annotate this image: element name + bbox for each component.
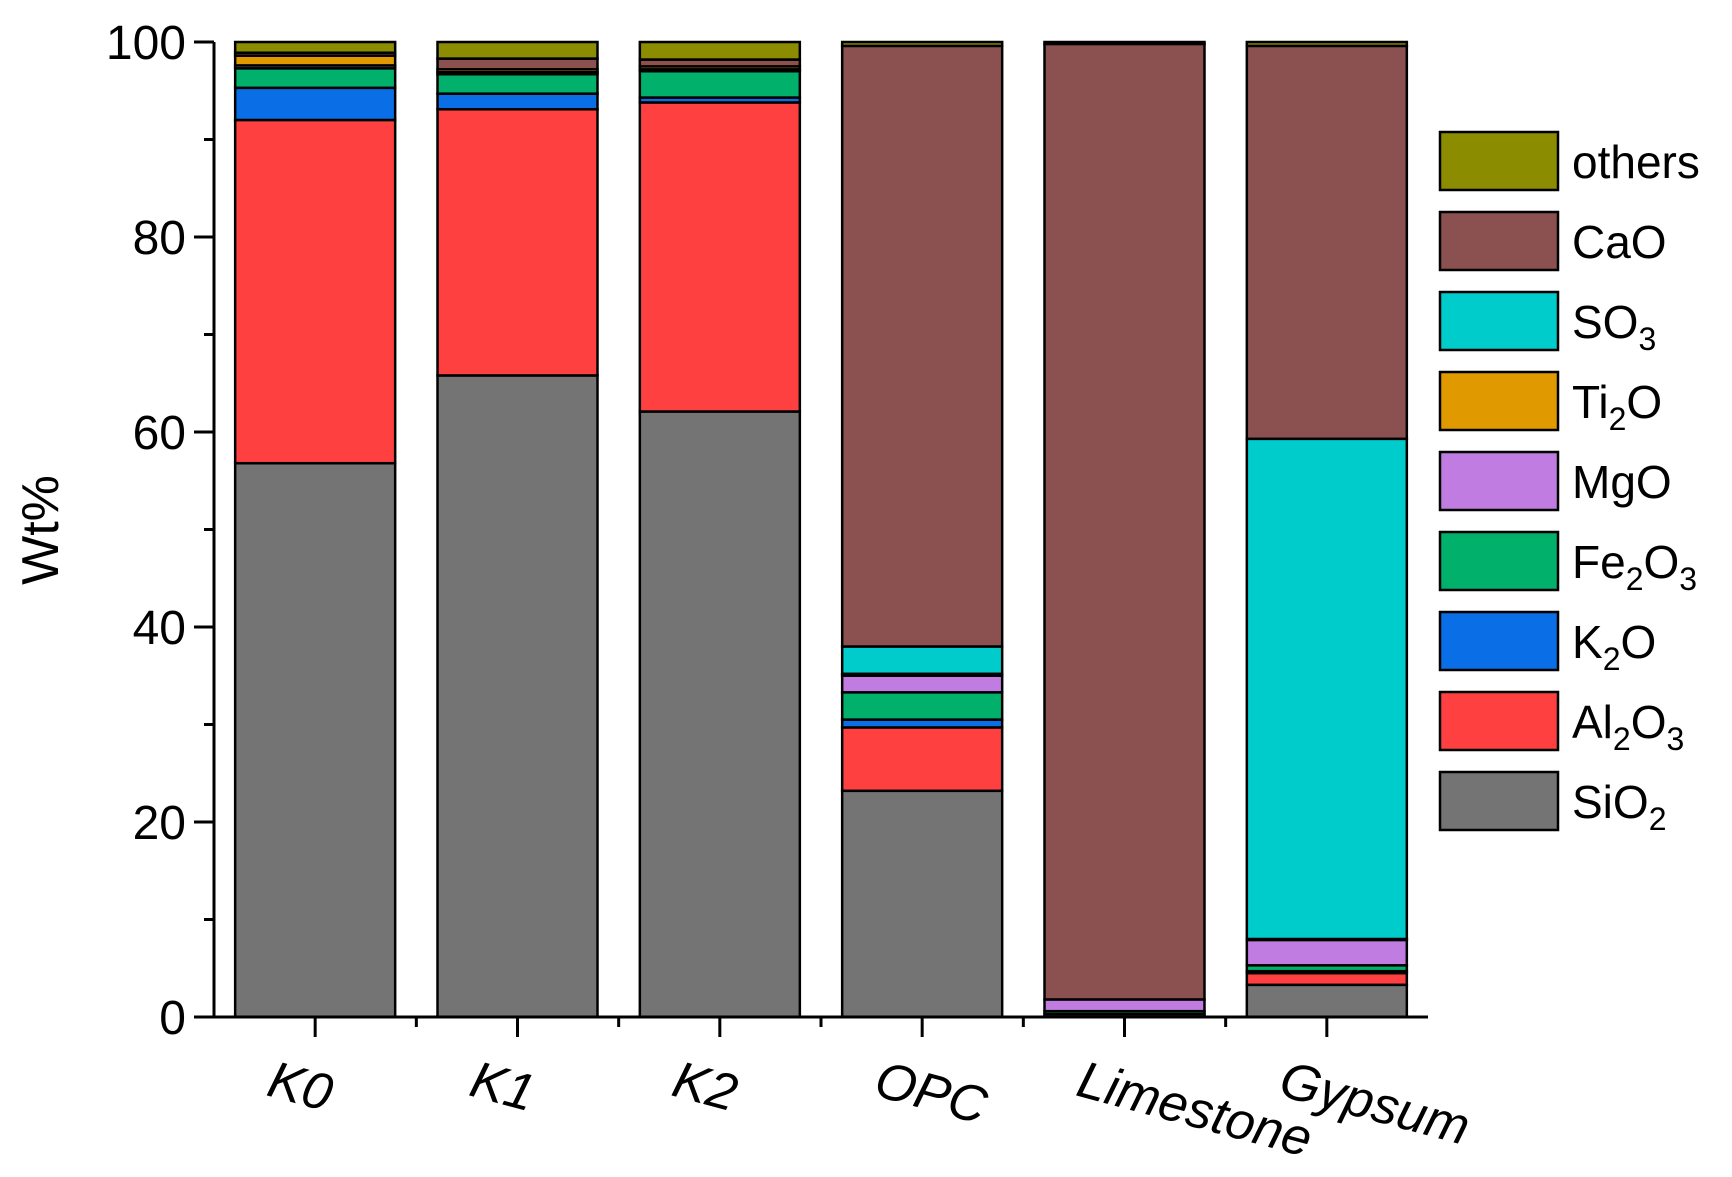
legend-item-fe2o3: Fe2O3 <box>1438 530 1697 597</box>
legend-swatch <box>1438 770 1560 832</box>
bar-limestone-mgo <box>1043 998 1206 1013</box>
legend-item-so3: SO3 <box>1438 290 1656 357</box>
legend-label: K2O <box>1572 616 1656 677</box>
bar-k1-sio2 <box>436 374 599 1019</box>
bar-gypsum-sio2 <box>1245 983 1409 1019</box>
legend-label: CaO <box>1572 216 1667 268</box>
legend-item-k2o: K2O <box>1438 610 1656 677</box>
legend-swatch <box>1438 370 1560 432</box>
bar-k2-others <box>638 40 802 61</box>
legend-item-al2o3: Al2O3 <box>1438 690 1684 757</box>
bar-limestone-others <box>1043 40 1206 46</box>
legend-swatch <box>1438 450 1560 512</box>
y-tick-label: 40 <box>133 602 186 655</box>
bar-k1-fe2o3 <box>436 72 599 95</box>
bars-group <box>233 40 1409 1019</box>
bar-gypsum-so3 <box>1245 437 1409 941</box>
bar-opc-so3 <box>840 645 1004 676</box>
y-tick-label: 100 <box>106 17 186 70</box>
legend-label: SO3 <box>1572 296 1656 357</box>
legend-label: Al2O3 <box>1572 696 1684 757</box>
legend-item-others: others <box>1438 130 1700 192</box>
bar-opc-others <box>840 40 1004 48</box>
y-tick-label: 80 <box>133 212 186 265</box>
bar-opc-sio2 <box>840 789 1004 1019</box>
x-tick-label: K2 <box>667 1051 744 1124</box>
bar-limestone-cao <box>1043 42 1206 1001</box>
legend-label: MgO <box>1572 456 1672 508</box>
bar-k0-k2o <box>233 86 397 122</box>
legend-label: Ti2O <box>1572 376 1662 437</box>
legend-swatch <box>1438 130 1560 192</box>
legend-swatch <box>1438 610 1560 672</box>
legend-item-sio2: SiO2 <box>1438 770 1666 837</box>
y-tick-label: 20 <box>133 797 186 850</box>
bar-k2-sio2 <box>638 410 802 1019</box>
bar-gypsum-others <box>1245 40 1409 48</box>
bar-k1-others <box>436 40 599 60</box>
legend-label: others <box>1572 136 1700 188</box>
legend-swatch <box>1438 210 1560 272</box>
legend-swatch <box>1438 290 1560 352</box>
bar-k0-ti2o <box>233 54 397 67</box>
y-tick-label: 60 <box>133 407 186 460</box>
legend-item-mgo: MgO <box>1438 450 1672 512</box>
bar-opc-cao <box>840 44 1004 648</box>
x-tick-label: OPC <box>869 1051 993 1136</box>
bar-k1-k2o <box>436 92 599 111</box>
bar-k1-al2o3 <box>436 108 599 377</box>
bar-opc-mgo <box>840 674 1004 694</box>
x-tick-label: K0 <box>262 1051 339 1124</box>
x-tick-label: K1 <box>464 1051 540 1123</box>
bar-k2-al2o3 <box>638 101 802 413</box>
y-axis-label: Wt% <box>12 475 70 585</box>
legend: others CaO SO3 Ti2O MgO Fe2O3 K2O Al2O3 SiO2 <box>1438 130 1700 837</box>
bar-opc-al2o3 <box>840 726 1004 793</box>
x-tick-label: Limestone <box>1071 1051 1318 1169</box>
bar-k0-al2o3 <box>233 118 397 465</box>
bar-gypsum-mgo <box>1245 938 1409 967</box>
legend-swatch <box>1438 690 1560 752</box>
legend-label: Fe2O3 <box>1572 536 1697 597</box>
bar-k0-others <box>233 40 397 54</box>
bar-k1-cao <box>436 57 599 71</box>
legend-item-ti2o: Ti2O <box>1438 370 1662 437</box>
bar-gypsum-cao <box>1245 44 1409 441</box>
legend-label: SiO2 <box>1572 776 1666 837</box>
bar-gypsum-al2o3 <box>1245 971 1409 987</box>
y-tick-label: 0 <box>159 992 186 1045</box>
bar-opc-fe2o3 <box>840 691 1004 721</box>
bar-k0-sio2 <box>233 461 397 1019</box>
bar-k0-fe2o3 <box>233 67 397 90</box>
legend-item-cao: CaO <box>1438 210 1667 272</box>
legend-swatch <box>1438 530 1560 592</box>
bar-k2-fe2o3 <box>638 70 802 99</box>
